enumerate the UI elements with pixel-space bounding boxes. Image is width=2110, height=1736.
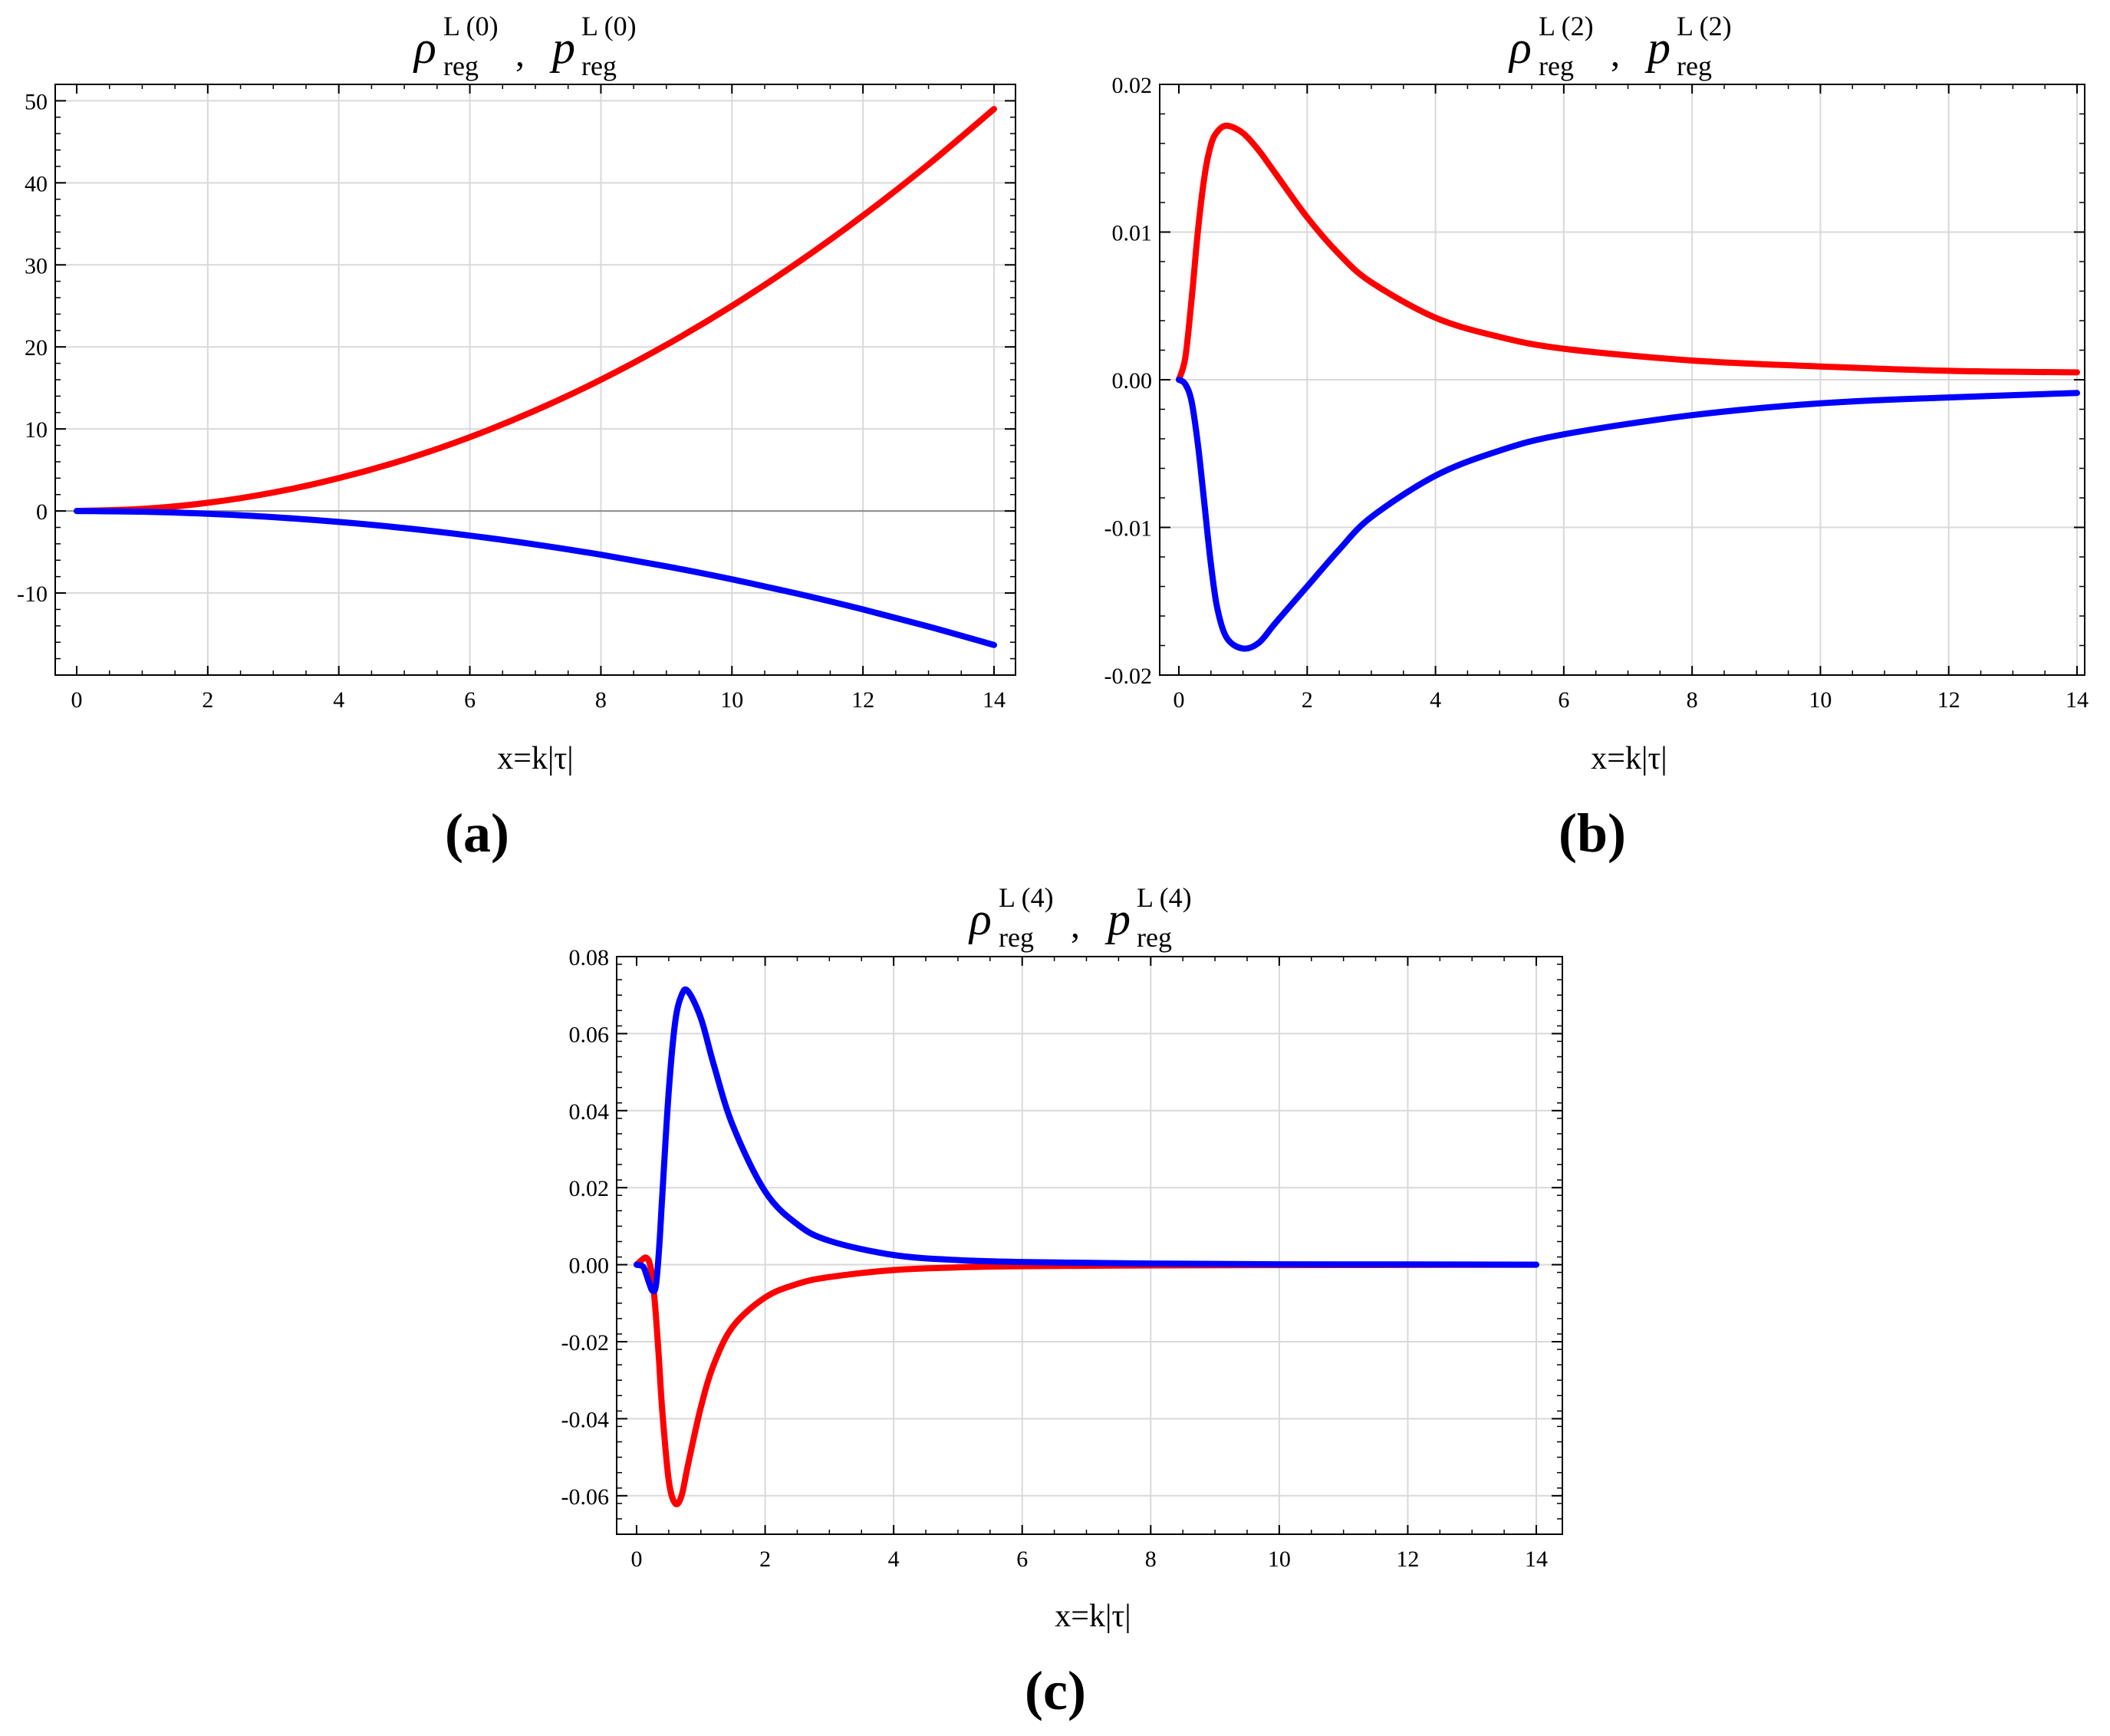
panel-a-label: (a) <box>445 802 509 864</box>
panel-a-title-rho-sup: L (0) <box>443 11 499 41</box>
y-tick-label: 40 <box>25 171 48 196</box>
panel-a-title-rho: ρ <box>413 22 436 73</box>
y-tick-label: -0.04 <box>561 1407 610 1432</box>
y-tick-label: 0.02 <box>1112 73 1153 98</box>
panel-c-xlabel: x=k|τ| <box>1055 1599 1131 1634</box>
panel-c-title-p-sup: L (4) <box>1137 882 1192 913</box>
x-tick-label: 8 <box>1687 687 1698 713</box>
y-tick-label: 0 <box>36 499 48 525</box>
x-tick-label: 8 <box>595 687 607 713</box>
panel-a-title-sep: , <box>515 34 525 74</box>
x-tick-label: 10 <box>1268 1547 1291 1572</box>
x-tick-label: 10 <box>1809 687 1832 713</box>
panel-b-title-sep: , <box>1611 34 1620 74</box>
panel-b-gridlines <box>1160 84 2085 676</box>
series-line-rho <box>74 106 997 515</box>
panel-b: ρ L (2) reg , p L (2) reg 0 2 4 6 8 10 12 14 -0.… <box>1104 11 2089 864</box>
panel-c-label: (c) <box>1025 1660 1086 1721</box>
y-tick-label: 0.00 <box>1112 368 1153 394</box>
x-tick-label: 14 <box>1525 1547 1548 1572</box>
panel-c-frame <box>616 956 1563 1535</box>
panel-b-ticks: 0 2 4 6 8 10 12 14 -0.02 -0.01 0.00 0.01 0.02 <box>1104 73 2089 713</box>
series-line-rho <box>634 1254 1539 1507</box>
y-tick-label: -10 <box>17 581 48 607</box>
panel-a-title: ρ L (0) reg , p L (0) reg <box>413 11 637 81</box>
panel-c-ticks: 0 2 4 6 8 10 12 14 -0.06 -0.04 -0.02 0.00 0.02 0.04 0.… <box>561 945 1562 1572</box>
panel-b-title-rho-sub: reg <box>1539 51 1574 81</box>
panel-b-title-p-sup: L (2) <box>1677 11 1732 41</box>
x-tick-label: 2 <box>202 687 213 713</box>
y-tick-label: 20 <box>25 335 48 361</box>
series-line-p <box>634 986 1539 1295</box>
panel-c-title-p-sub: reg <box>1137 922 1172 953</box>
y-tick-label: 0.01 <box>1112 221 1153 246</box>
y-tick-label: 10 <box>25 417 48 443</box>
x-tick-label: 14 <box>983 687 1006 713</box>
panel-b-label: (b) <box>1559 802 1626 864</box>
panel-a-title-p-sup: L (0) <box>581 11 637 41</box>
x-tick-label: 2 <box>1302 687 1313 713</box>
x-tick-label: 4 <box>888 1547 900 1572</box>
series-line-rho <box>1176 122 2080 383</box>
x-tick-label: 6 <box>464 687 476 713</box>
panel-c: ρ L (4) reg , p L (4) reg 0 2 4 6 8 10 12 14 -0.… <box>561 882 1563 1721</box>
panel-c-title-rho: ρ <box>968 894 992 944</box>
y-tick-label: -0.06 <box>561 1484 610 1510</box>
panel-a: ρ L (0) reg , p L (0) reg 0 2 4 6 8 10 12 14 -10… <box>17 11 1016 864</box>
panel-b-title: ρ L (2) reg , p L (2) reg <box>1508 11 1732 81</box>
y-tick-label: -0.02 <box>1104 664 1153 689</box>
panel-a-xlabel: x=k|τ| <box>497 741 573 776</box>
y-tick-label: -0.01 <box>1104 516 1153 542</box>
x-tick-label: 4 <box>333 687 344 713</box>
y-tick-label: 0.04 <box>569 1099 610 1125</box>
panel-a-gridlines <box>55 84 1015 675</box>
panel-b-title-rho-sup: L (2) <box>1539 11 1594 41</box>
x-tick-label: 4 <box>1430 687 1441 713</box>
y-tick-label: 0.00 <box>569 1253 610 1279</box>
panel-a-title-p: p <box>549 22 575 73</box>
panel-c-title-rho-sup: L (4) <box>999 882 1054 913</box>
x-tick-label: 12 <box>1937 687 1960 713</box>
panel-b-title-p-sub: reg <box>1677 51 1712 81</box>
y-tick-label: 0.02 <box>569 1176 610 1201</box>
panel-c-title-rho-sub: reg <box>999 922 1034 953</box>
x-tick-label: 6 <box>1016 1547 1028 1572</box>
panel-a-frame <box>54 84 1016 676</box>
x-tick-label: 12 <box>851 687 874 713</box>
y-tick-label: 0.06 <box>569 1022 610 1047</box>
panel-a-ticks: 0 2 4 6 8 10 12 14 -10 0 10 20 30 40 50 <box>17 84 1015 713</box>
x-tick-label: 0 <box>1174 687 1185 713</box>
panel-c-title-p: p <box>1104 894 1131 944</box>
x-tick-label: 0 <box>631 1547 643 1572</box>
panel-a-series <box>74 106 997 648</box>
x-tick-label: 14 <box>2066 687 2089 713</box>
x-tick-label: 6 <box>1558 687 1569 713</box>
panel-c-gridlines <box>617 956 1562 1534</box>
panel-b-title-rho: ρ <box>1508 22 1532 73</box>
x-tick-label: 2 <box>759 1547 771 1572</box>
panel-b-xlabel: x=k|τ| <box>1591 741 1667 776</box>
y-tick-label: 50 <box>25 89 48 114</box>
x-tick-label: 8 <box>1145 1547 1157 1572</box>
y-tick-label: 30 <box>25 253 48 278</box>
panel-a-title-p-sub: reg <box>581 51 617 81</box>
panel-c-title: ρ L (4) reg , p L (4) reg <box>968 882 1192 953</box>
y-tick-label: -0.02 <box>561 1330 610 1356</box>
y-tick-label: 0.08 <box>569 945 610 970</box>
x-tick-label: 12 <box>1396 1547 1419 1572</box>
series-line-p <box>74 508 997 648</box>
series-line-p <box>1176 377 2080 652</box>
panel-b-title-p: p <box>1644 22 1671 73</box>
panel-b-series <box>1176 122 2080 652</box>
x-tick-label: 0 <box>71 687 83 713</box>
panel-c-series <box>634 986 1539 1507</box>
panel-c-title-sep: , <box>1071 905 1080 946</box>
x-tick-label: 10 <box>720 687 743 713</box>
panel-a-title-rho-sub: reg <box>443 51 479 81</box>
